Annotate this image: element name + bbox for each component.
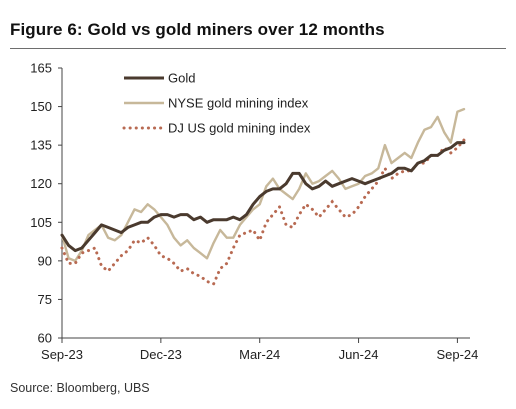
- x-axis-ticks: Sep-23 Dec-23 Mar-24 Jun-24 Sep-24: [41, 338, 478, 362]
- y-tick-label: 165: [30, 61, 52, 76]
- source-note: Source: Bloomberg, UBS: [10, 381, 150, 395]
- line-chart: 60 75 90 105 120 135 150 165 Sep-23 Dec-23 Mar-24…: [30, 61, 478, 363]
- series-line-dj-us-gold-mining-index: [60, 138, 466, 286]
- x-tick-label: Dec-23: [140, 347, 182, 362]
- y-tick-label: 75: [38, 292, 52, 307]
- legend-label: DJ US gold mining index: [168, 121, 311, 136]
- plot-area: 60 75 90 105 120 135 150 165 Sep-23 Dec-23 Mar-24…: [30, 61, 478, 363]
- y-tick-label: 135: [30, 138, 52, 153]
- series-line-gold: [60, 141, 466, 253]
- legend: Gold NYSE gold mining index DJ US gold min…: [122, 71, 311, 136]
- y-axis-ticks: 60 75 90 105 120 135 150 165: [30, 61, 62, 346]
- y-tick-label: 60: [38, 331, 52, 346]
- y-tick-label: 120: [30, 176, 52, 191]
- x-tick-label: Jun-24: [339, 347, 379, 362]
- title-rule: [10, 48, 506, 49]
- y-tick-label: 90: [38, 253, 52, 268]
- legend-label: Gold: [168, 71, 195, 86]
- y-tick-label: 105: [30, 215, 52, 230]
- x-tick-label: Sep-24: [436, 347, 478, 362]
- x-tick-label: Mar-24: [239, 347, 280, 362]
- y-tick-label: 150: [30, 99, 52, 114]
- legend-label: NYSE gold mining index: [168, 96, 309, 111]
- series-layer: [60, 107, 466, 286]
- figure-title: Figure 6: Gold vs gold miners over 12 mo…: [10, 20, 385, 39]
- x-tick-label: Sep-23: [41, 347, 83, 362]
